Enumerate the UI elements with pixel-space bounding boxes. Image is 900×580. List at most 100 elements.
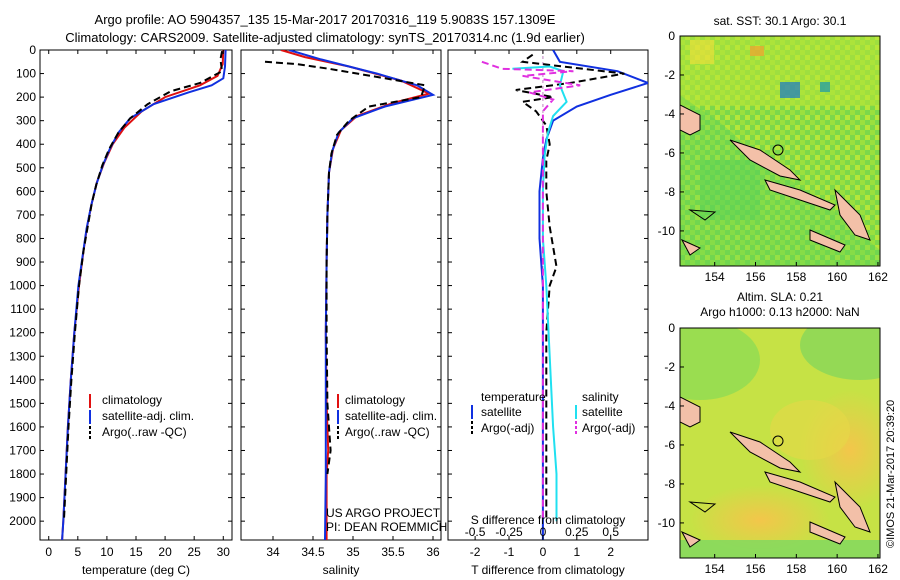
- x-tick-label: -2: [470, 545, 481, 559]
- map-x-tick-label: 162: [868, 562, 888, 576]
- figure-title-line1: Argo profile: AO 5904357_135 15-Mar-2017…: [94, 12, 556, 27]
- difference-legend: temperature salinity satellite Argo(-adj…: [471, 390, 635, 435]
- s-diff-tick-label: 0.5: [602, 525, 619, 539]
- series-argo-raw-qc-: [264, 60, 427, 475]
- x-tick-label: 34.5: [301, 545, 325, 559]
- x-tick-label: 25: [188, 545, 202, 559]
- sla-map: [680, 328, 880, 558]
- depth-tick-label: 600: [16, 184, 36, 198]
- depth-tick-label: 800: [16, 231, 36, 245]
- legend-argo-S: Argo(..raw -QC): [345, 425, 430, 439]
- sst-map-frame: [679, 35, 881, 267]
- legend-T-satellite: satellite: [481, 405, 522, 419]
- depth-tick-label: 700: [16, 208, 36, 222]
- series-s-argo-adj-: [481, 60, 581, 522]
- depth-tick-label: 1800: [9, 467, 36, 481]
- map-x-tick-label: 160: [827, 562, 847, 576]
- salinity-legend: climatology satellite-adj. clim. Argo(..…: [337, 393, 437, 440]
- depth-tick-label: 200: [16, 90, 36, 104]
- series-s-satellite: [512, 65, 568, 522]
- depth-tick-label: 500: [16, 161, 36, 175]
- x-axis-label: temperature (deg C): [82, 563, 190, 577]
- difference-panel: [447, 49, 649, 541]
- legend-S-satellite: satellite: [582, 405, 623, 419]
- temperature-panel: [39, 49, 233, 541]
- float-position-marker-sla: [772, 435, 784, 447]
- x-tick-label: -1: [504, 545, 515, 559]
- depth-tick-label: 1300: [9, 349, 36, 363]
- salinity-panel: [240, 49, 442, 541]
- series-argo-raw-qc-: [62, 50, 224, 522]
- map-x-tick-label: 160: [827, 270, 847, 284]
- depth-tick-label: 400: [16, 137, 36, 151]
- depth-tick-label: 1700: [9, 443, 36, 457]
- series-satellite-adj-clim-: [288, 50, 436, 540]
- s-diff-tick-label: -0.5: [465, 525, 486, 539]
- s-difference-label: S difference from climatology: [471, 513, 626, 527]
- map-y-tick-label: 0: [668, 29, 675, 43]
- legend-S-argo: Argo(-adj): [582, 421, 635, 435]
- map-y-tick-label: -6: [664, 146, 675, 160]
- pi-label: PI: DEAN ROEMMICH: [326, 520, 447, 534]
- float-position-marker-sst: [772, 144, 784, 156]
- legend-satellite-T: satellite-adj. clim.: [102, 409, 194, 423]
- x-tick-label: 36: [426, 545, 440, 559]
- depth-tick-label: 1100: [10, 302, 36, 316]
- salinity-lines: [264, 50, 436, 540]
- map-y-tick-label: -2: [664, 68, 675, 82]
- difference-lines: [481, 50, 648, 540]
- map-y-tick-label: -6: [664, 438, 675, 452]
- s-diff-tick-label: 0.25: [565, 525, 589, 539]
- sst-map: [680, 36, 880, 266]
- x-axis-label: salinity: [323, 563, 360, 577]
- map-x-tick-label: 156: [745, 562, 765, 576]
- sla-map-axes: 154 156 158 160 162 0 -2 -4 -6 -8 -10: [658, 321, 889, 576]
- project-label: US ARGO PROJECT: [326, 506, 441, 520]
- imos-credit: ©IMOS 21-Mar-2017 20:39:20: [885, 400, 897, 548]
- legend-T-argo: Argo(-adj): [481, 421, 534, 435]
- map-x-tick-label: 154: [705, 562, 725, 576]
- series-satellite-adj-clim-: [61, 50, 227, 540]
- depth-tick-label: 1900: [9, 491, 36, 505]
- map-y-tick-label: -4: [664, 399, 675, 413]
- x-tick-label: 35: [346, 545, 360, 559]
- series-climatology: [61, 50, 225, 540]
- legend-climatology-S: climatology: [345, 393, 405, 407]
- sst-map-title: sat. SST: 30.1 Argo: 30.1: [714, 14, 847, 28]
- x-tick-label: 30: [217, 545, 231, 559]
- x-tick-label: 34: [266, 545, 280, 559]
- map-x-tick-label: 156: [745, 270, 765, 284]
- depth-tick-label: 1400: [9, 373, 36, 387]
- sla-map-title2: Argo h1000: 0.13 h2000: NaN: [700, 305, 859, 319]
- x-tick-label: 5: [74, 545, 81, 559]
- map-y-tick-label: -2: [664, 360, 675, 374]
- map-y-tick-label: -8: [664, 185, 675, 199]
- sst-map-axes: 154 156 158 160 162 0 -2 -4 -6 -8 -10: [658, 29, 889, 284]
- map-x-tick-label: 158: [786, 270, 806, 284]
- legend-header-salinity: salinity: [582, 390, 619, 404]
- x-tick-label: 2: [607, 545, 614, 559]
- temperature-lines: [61, 50, 227, 540]
- x-tick-label: 0: [45, 545, 52, 559]
- legend-header-temperature: temperature: [481, 390, 546, 404]
- map-x-tick-label: 162: [868, 270, 888, 284]
- x-tick-label: 1: [573, 545, 580, 559]
- map-y-tick-label: -10: [658, 516, 676, 530]
- map-y-tick-label: -4: [664, 107, 675, 121]
- x-tick-label: 0: [540, 545, 547, 559]
- legend-argo-T: Argo(..raw -QC): [102, 425, 187, 439]
- depth-tick-label: 1200: [9, 326, 36, 340]
- depth-tick-label: 2000: [9, 514, 36, 528]
- x-axis-label: T difference from climatology: [471, 563, 625, 577]
- sla-map-title1: Altim. SLA: 0.21: [737, 290, 823, 304]
- depth-tick-label: 1500: [9, 396, 36, 410]
- figure-title-line2: Climatology: CARS2009. Satellite-adjuste…: [65, 30, 585, 45]
- series-t-argo-adj-: [515, 53, 625, 522]
- x-tick-label: 10: [100, 545, 114, 559]
- legend-climatology-T: climatology: [102, 393, 162, 407]
- map-x-tick-label: 154: [705, 270, 725, 284]
- series-climatology: [280, 50, 432, 540]
- depth-tick-label: 0: [29, 43, 36, 57]
- s-diff-tick-label: -0.25: [495, 525, 523, 539]
